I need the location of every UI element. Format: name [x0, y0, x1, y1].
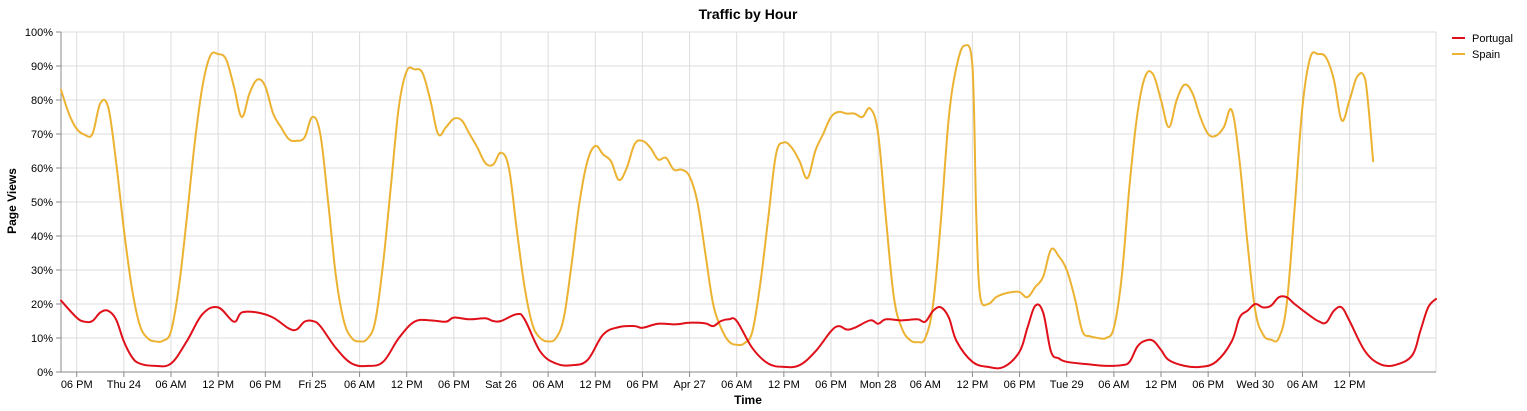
- y-tick-label: 90%: [31, 61, 53, 73]
- y-tick-label: 100%: [25, 27, 53, 39]
- x-tick-label: Fri 25: [298, 379, 326, 391]
- series-line-portugal: [60, 295, 1437, 370]
- x-tick-label: Apr 27: [673, 379, 705, 391]
- y-axis-title: Page Views: [5, 168, 19, 234]
- grid-layer: [61, 31, 1437, 373]
- axes-layer: 0% 10% 20% 30% 40% 50% 60% 70% 80% 90% 100% 06 PM Th…: [25, 27, 1436, 391]
- y-tick-label: 60%: [31, 163, 53, 175]
- y-tick-label: 40%: [31, 231, 53, 243]
- x-tick-label: 06 AM: [155, 379, 186, 391]
- x-tick-label: Thu 24: [107, 379, 141, 391]
- x-tick-label: Tue 29: [1050, 379, 1084, 391]
- x-tick-label: 06 PM: [249, 379, 281, 391]
- y-tick-label: 10%: [31, 333, 53, 345]
- x-tick-label: 06 PM: [1004, 379, 1036, 391]
- y-tick-label: 30%: [31, 265, 53, 277]
- x-tick-label: Sat 26: [485, 379, 517, 391]
- x-tick-label: 06 AM: [344, 379, 375, 391]
- x-tick-label: 12 PM: [202, 379, 234, 391]
- x-tick-label: Wed 30: [1236, 379, 1274, 391]
- x-tick-label: 12 PM: [579, 379, 611, 391]
- series-layer: [60, 44, 1437, 370]
- y-tick-label: 20%: [31, 299, 53, 311]
- y-tick-label: 70%: [31, 129, 53, 141]
- y-tick-label: 0%: [37, 367, 53, 379]
- x-tick-label: 12 PM: [1334, 379, 1366, 391]
- series-line-spain: [60, 44, 1375, 347]
- x-tick-label: Mon 28: [860, 379, 897, 391]
- x-tick-label: 06 PM: [438, 379, 470, 391]
- x-tick-label: 06 AM: [1098, 379, 1129, 391]
- x-tick-label: 06 PM: [1192, 379, 1224, 391]
- x-tick-label: 12 PM: [768, 379, 800, 391]
- x-tick-label: 06 PM: [815, 379, 847, 391]
- legend-label-spain: Spain: [1472, 49, 1500, 61]
- legend-label-portugal: Portugal: [1472, 33, 1513, 45]
- x-tick-label: 06 AM: [533, 379, 564, 391]
- x-tick-label: 12 PM: [1145, 379, 1177, 391]
- x-tick-label: 06 AM: [910, 379, 941, 391]
- x-tick-label: 06 PM: [61, 379, 93, 391]
- x-tick-label: 06 AM: [1287, 379, 1318, 391]
- x-tick-label: 06 PM: [627, 379, 659, 391]
- x-tick-label: 12 PM: [391, 379, 423, 391]
- chart-title: Traffic by Hour: [699, 6, 798, 22]
- x-axis-title: Time: [734, 393, 762, 407]
- x-tick-label: 06 AM: [721, 379, 752, 391]
- legend: Portugal Spain: [1452, 33, 1513, 61]
- y-tick-label: 80%: [31, 95, 53, 107]
- x-tick-label: 12 PM: [957, 379, 989, 391]
- y-tick-label: 50%: [31, 197, 53, 209]
